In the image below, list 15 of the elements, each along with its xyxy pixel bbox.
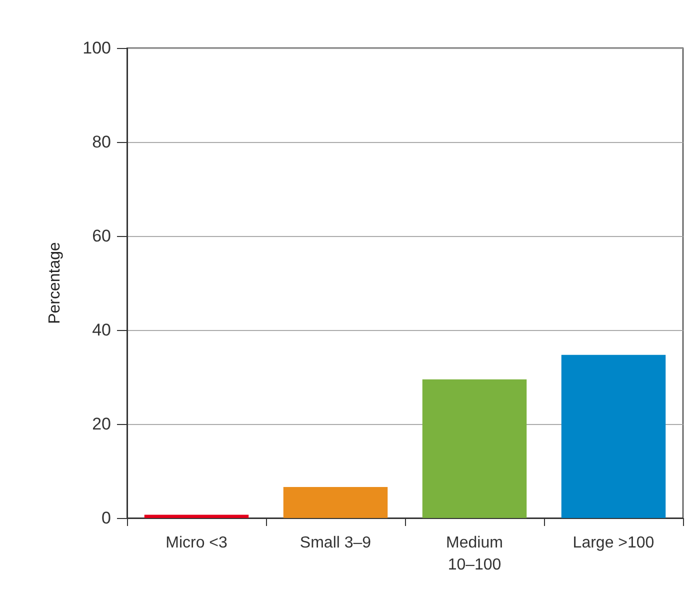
x-tick-label: Medium 10–100 xyxy=(446,534,503,574)
y-tick-label: 60 xyxy=(92,226,111,246)
x-tick-label: Small 3–9 xyxy=(300,534,372,552)
y-tick-label: 100 xyxy=(82,38,111,58)
y-tick-label: 80 xyxy=(92,132,111,152)
x-tick-label: Micro <3 xyxy=(166,534,228,552)
y-axis-title: Percentage xyxy=(46,242,64,324)
bar xyxy=(422,379,527,518)
bar xyxy=(144,514,249,518)
y-tick-label: 0 xyxy=(102,508,111,528)
y-tick-label: 20 xyxy=(92,414,111,434)
bar xyxy=(561,354,666,518)
x-tick-label: Large >100 xyxy=(572,534,654,552)
bar xyxy=(283,486,388,518)
y-tick-label: 40 xyxy=(92,320,111,340)
